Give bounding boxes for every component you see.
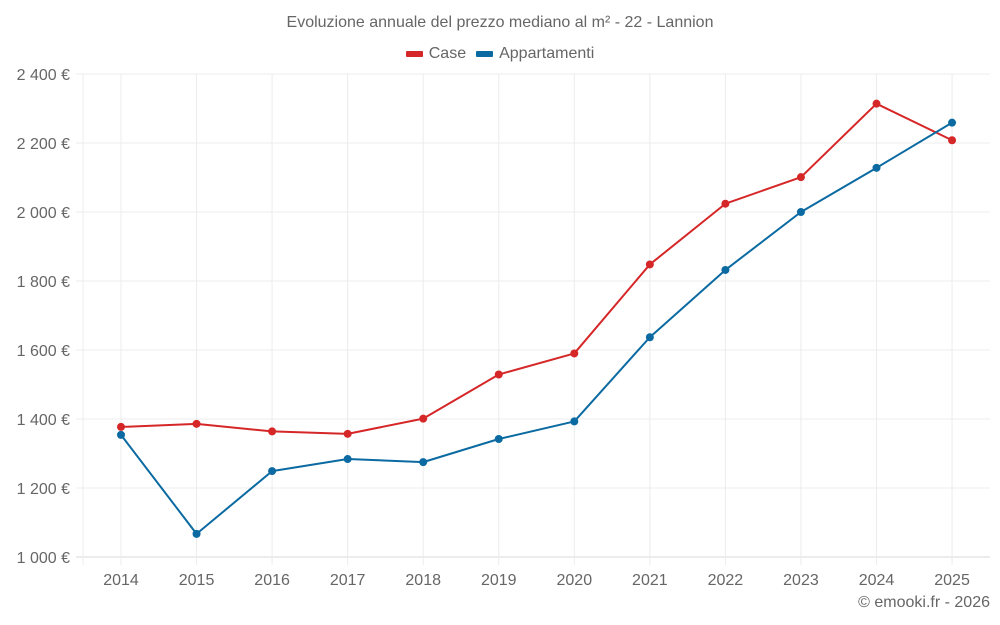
data-point-case (192, 419, 201, 428)
y-tick-label: 2 200 € (17, 136, 70, 153)
data-point-appartamenti (645, 333, 654, 342)
grid (76, 73, 990, 565)
data-point-appartamenti (570, 417, 579, 426)
data-point-appartamenti (343, 455, 352, 464)
series-layer (117, 99, 957, 538)
x-tick-label: 2021 (632, 572, 668, 589)
data-point-case (268, 427, 277, 436)
y-tick-label: 2 000 € (17, 205, 70, 222)
data-point-case (494, 370, 503, 379)
data-point-appartamenti (872, 163, 881, 172)
x-tick-label: 2024 (859, 572, 895, 589)
x-tick-label: 2022 (708, 572, 744, 589)
data-point-case (343, 429, 352, 438)
y-tick-label: 2 400 € (17, 67, 70, 84)
data-point-appartamenti (419, 458, 428, 467)
credit: © emooki.fr - 2026 (858, 594, 990, 611)
data-point-appartamenti (721, 265, 730, 274)
x-tick-label: 2023 (783, 572, 819, 589)
series-line-case (120, 102, 953, 435)
x-axis: 2014 2015 2016 2017 2018 2019 2020 2021 2022 2023… (103, 572, 970, 589)
series-line-appartamenti (120, 121, 953, 535)
legend-swatch-appartamenti (476, 51, 494, 57)
x-tick-label: 2015 (179, 572, 215, 589)
y-tick-label: 1 000 € (17, 550, 70, 567)
x-tick-label: 2014 (103, 572, 139, 589)
x-tick-label: 2018 (405, 572, 441, 589)
x-tick-label: 2017 (330, 572, 366, 589)
data-point-case (721, 199, 730, 208)
data-point-case (645, 260, 654, 269)
data-point-appartamenti (494, 435, 503, 444)
chart-title: Evoluzione annuale del prezzo mediano al… (286, 14, 714, 31)
data-point-case (117, 422, 125, 431)
data-point-appartamenti (948, 118, 957, 127)
data-point-case (419, 414, 428, 423)
data-point-case (948, 136, 957, 145)
data-point-appartamenti (796, 208, 805, 216)
y-tick-label: 1 400 € (17, 412, 70, 429)
data-point-appartamenti (268, 467, 277, 476)
legend-swatch-case (405, 51, 423, 57)
x-tick-label: 2016 (254, 572, 290, 589)
data-point-appartamenti (117, 430, 125, 439)
x-tick-label: 2025 (934, 572, 970, 589)
legend-item-case[interactable]: Case (405, 45, 467, 63)
data-point-appartamenti (192, 529, 201, 538)
x-tick-label: 2020 (557, 572, 593, 589)
x-tick-label: 2019 (481, 572, 517, 589)
y-tick-label: 1 800 € (17, 274, 70, 291)
data-point-case (796, 173, 805, 182)
legend-label-appartamenti: Appartamenti (499, 45, 595, 62)
data-point-case (872, 99, 881, 108)
legend-label-case: Case (428, 45, 467, 62)
y-axis: 1 000 € 1 200 € 1 400 € 1 600 € 1 800 € 2 000… (17, 67, 70, 567)
y-tick-label: 1 600 € (17, 343, 70, 360)
legend: Case Appartamenti (0, 45, 1000, 63)
legend-item-appartamenti[interactable]: Appartamenti (476, 45, 594, 63)
data-point-case (570, 349, 579, 358)
y-tick-label: 1 200 € (17, 481, 70, 498)
